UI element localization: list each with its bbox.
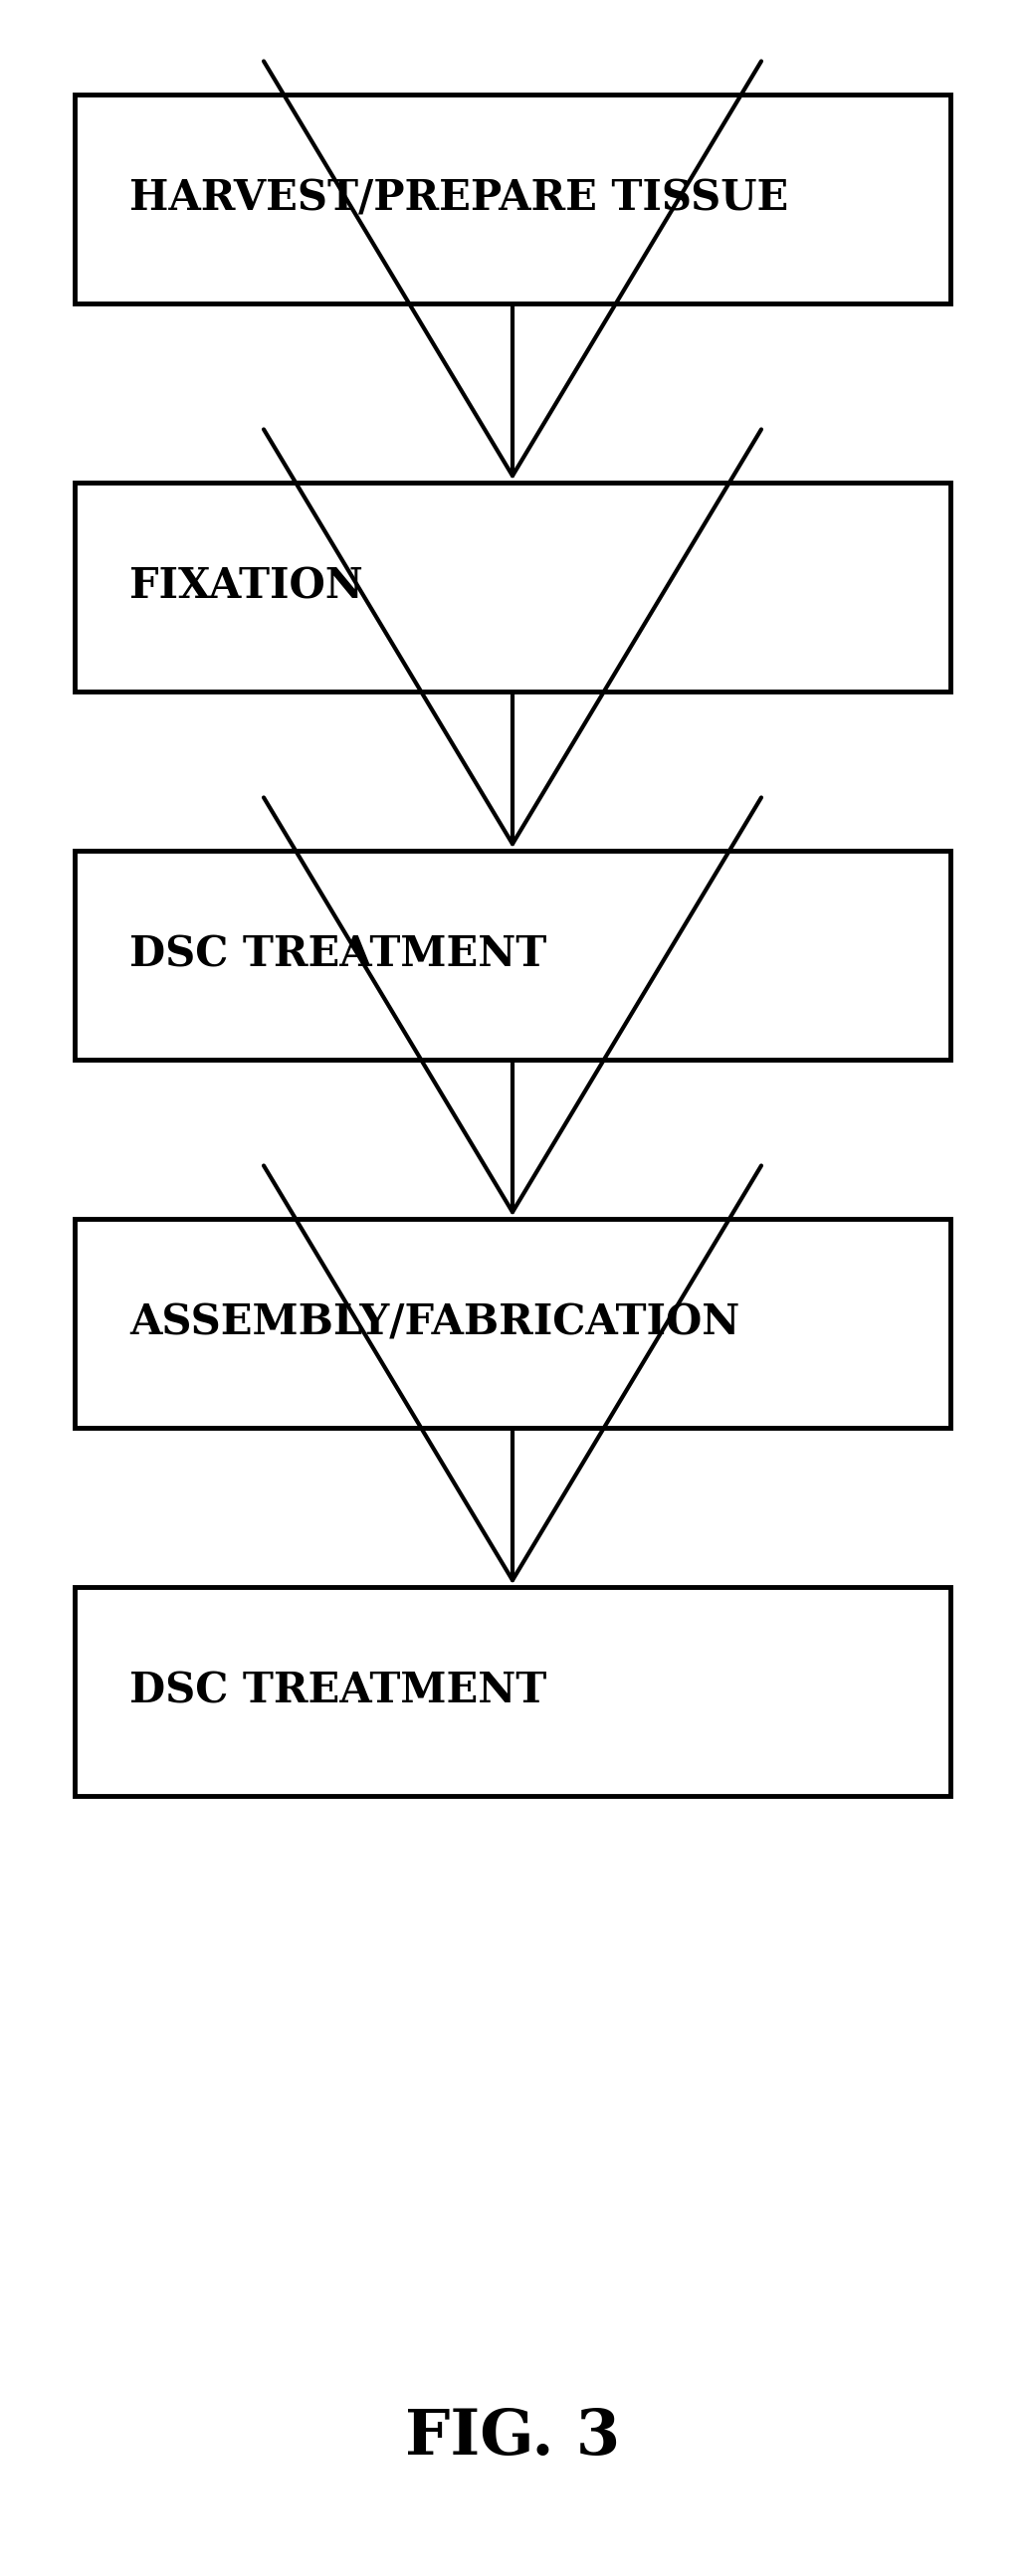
Text: DSC TREATMENT: DSC TREATMENT (129, 1672, 547, 1713)
Text: FIG. 3: FIG. 3 (405, 2409, 621, 2468)
Text: FIXATION: FIXATION (129, 567, 363, 608)
Bar (75, 1587, 950, 1795)
Bar (75, 850, 950, 1059)
Bar (75, 95, 950, 304)
Text: ASSEMBLY/FABRICATION: ASSEMBLY/FABRICATION (129, 1303, 740, 1345)
Text: HARVEST/PREPARE TISSUE: HARVEST/PREPARE TISSUE (129, 178, 788, 219)
Text: DSC TREATMENT: DSC TREATMENT (129, 935, 547, 976)
Bar (75, 482, 950, 690)
Bar (75, 1218, 950, 1427)
